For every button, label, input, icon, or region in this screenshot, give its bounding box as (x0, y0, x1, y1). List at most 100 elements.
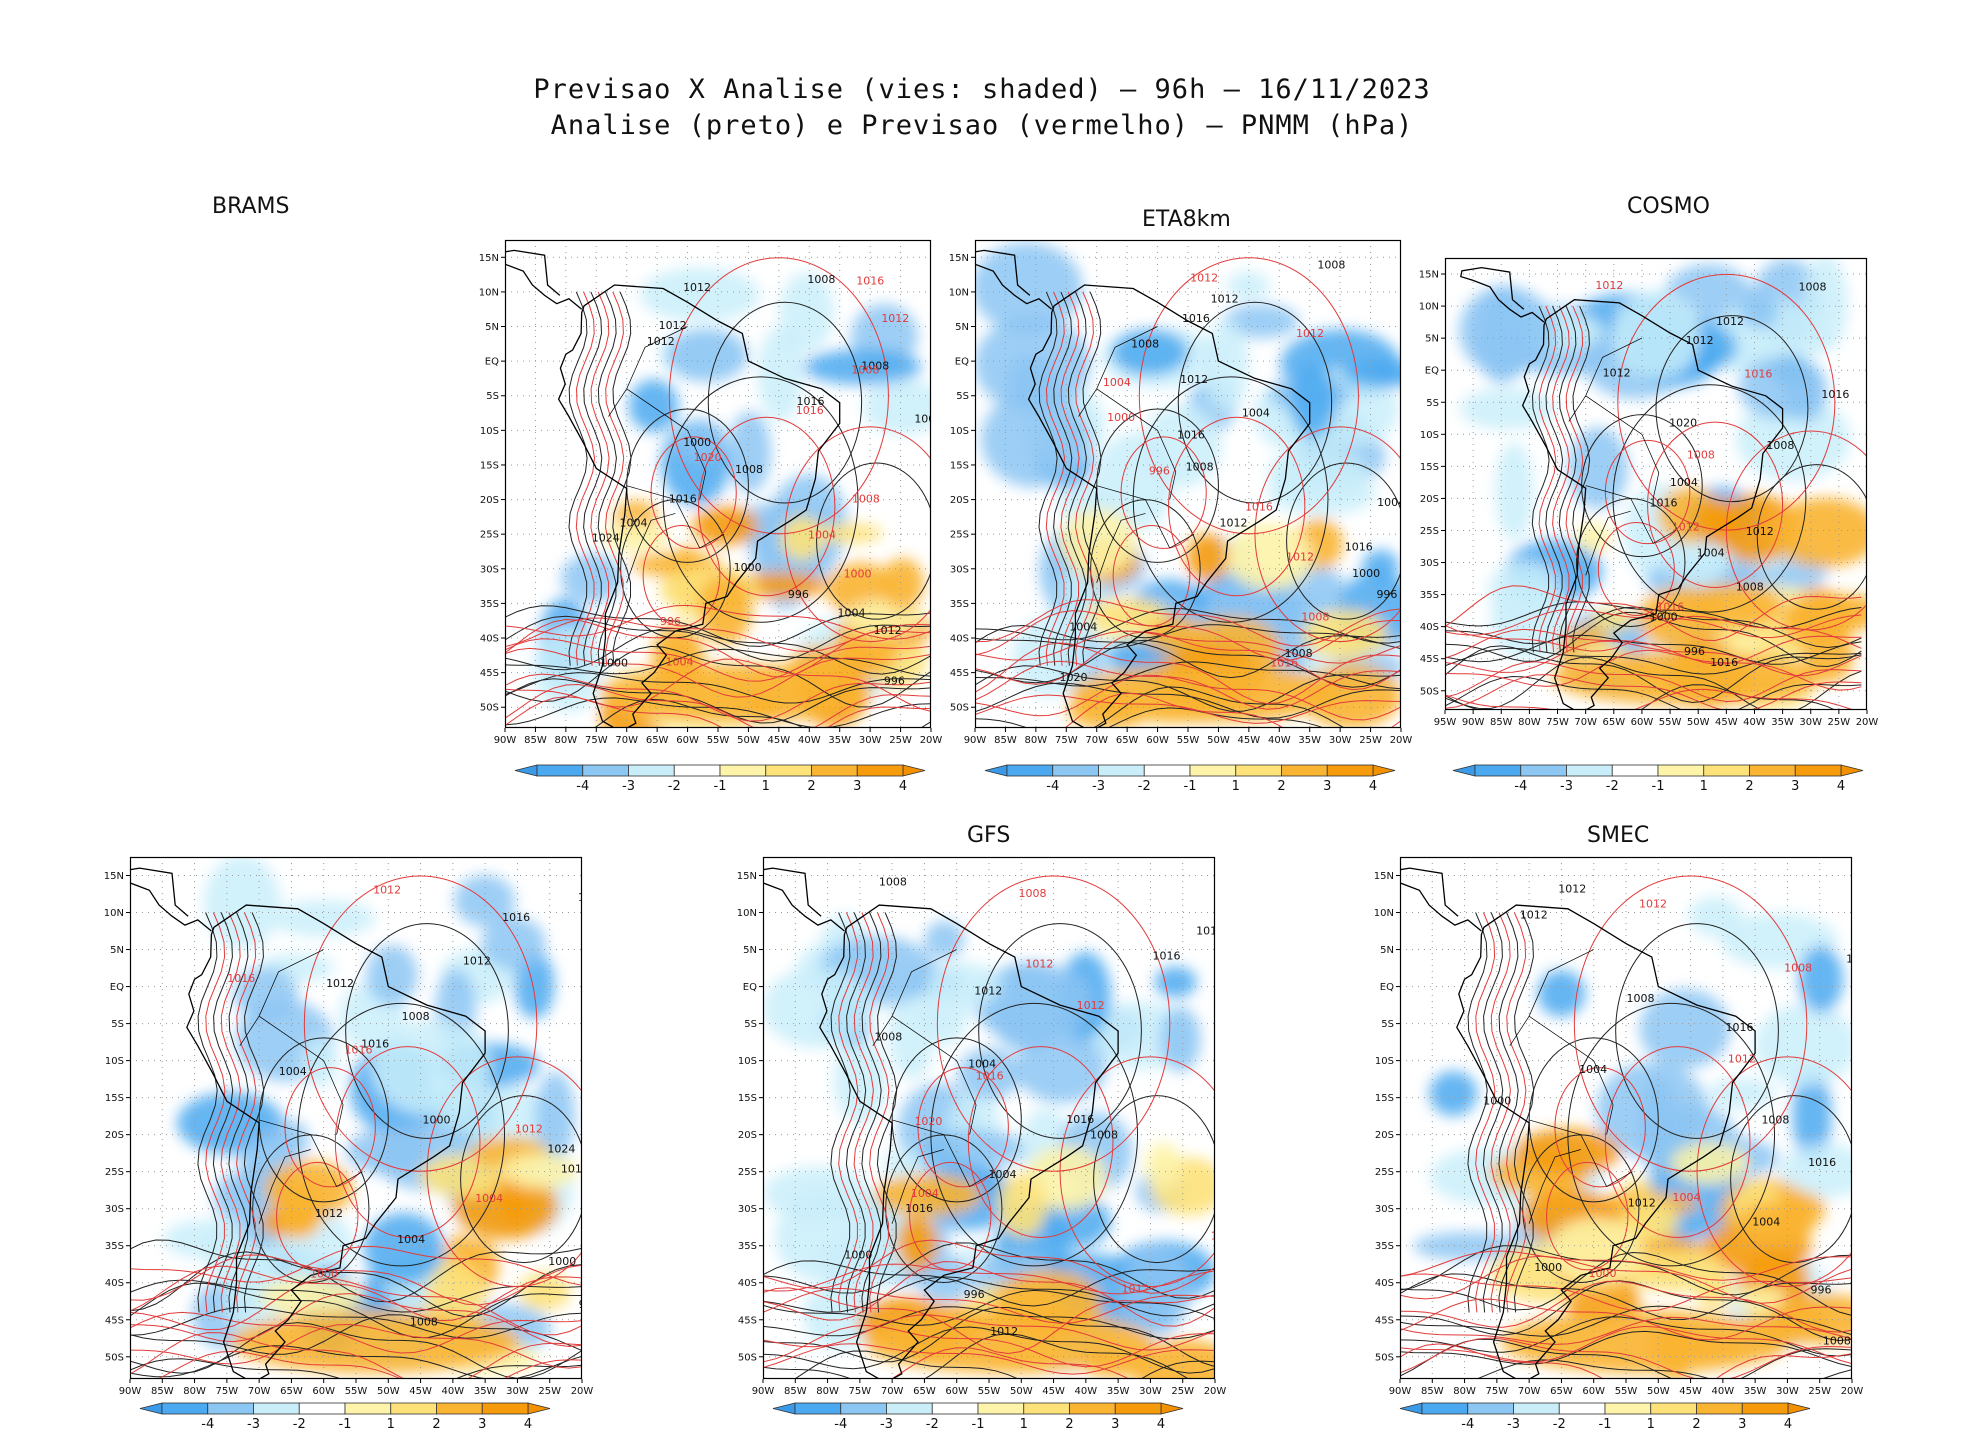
colorbar-swatch (344, 1402, 392, 1415)
lon-tick-label: 70W (1518, 1386, 1541, 1397)
isobar-label-analysis: 996 (1684, 645, 1705, 658)
isobar-label-analysis: 1012 (315, 1207, 343, 1220)
bias-blob-negative (883, 1149, 925, 1182)
colorbar-swatch (856, 764, 904, 777)
colorbar-swatch (765, 764, 812, 777)
lon-tick-label: 45W (1679, 1386, 1702, 1397)
lon-tick-label: 95W (1434, 717, 1457, 728)
colorbar-label: 2 (1277, 779, 1285, 794)
bias-blob-positive (1803, 627, 1854, 683)
isobar-label-forecast: 1012 (1296, 327, 1324, 340)
lon-tick-label: 40W (1712, 1386, 1735, 1397)
colorbar-swatch (811, 764, 858, 777)
map-frame (1444, 257, 1868, 711)
lat-tick-label: EQ (743, 982, 757, 993)
lon-tick-label: 60W (676, 735, 699, 746)
isobar-label-analysis: 1004 (1242, 406, 1270, 419)
isobar-label-analysis: 1012 (326, 977, 354, 990)
lon-tick-label: 85W (1490, 717, 1513, 728)
lon-tick-label: 30W (1329, 735, 1352, 746)
isobar-label-analysis: 996 (788, 588, 809, 601)
isobar-label-forecast: 1008 (1687, 449, 1715, 462)
colorbar-swatch (977, 1402, 1025, 1415)
lon-tick-label: 75W (1055, 735, 1078, 746)
colorbar-label: 4 (524, 1417, 532, 1432)
colorbar-label: 4 (1157, 1417, 1165, 1432)
lon-tick-label: 70W (1085, 735, 1108, 746)
isobar-label-forecast: 1016 (1270, 657, 1298, 670)
isobar-label-analysis: 1016 (1650, 496, 1678, 509)
figure-title-line-1: Previsao X Analise (vies: shaded) – 96h … (533, 74, 1431, 105)
lon-tick-label: 70W (881, 1386, 904, 1397)
lon-tick-label: 35W (1298, 735, 1321, 746)
map-panel-cosmo: 1008 1012 1012 1012 1016 1020 1008 1004 1016 1012… (1419, 257, 1878, 728)
isobar-label-analysis: 1012 (659, 319, 687, 332)
figure-title-line-2: Analise (preto) e Previsao (vermelho) – … (550, 110, 1414, 141)
lon-tick-label: 90W (119, 1386, 142, 1397)
lat-tick-label: 25S (1375, 1167, 1394, 1178)
colorbar-swatch (1703, 764, 1750, 777)
colorbar-swatch (840, 1402, 887, 1415)
colorbar-swatch (1650, 1402, 1697, 1415)
lon-tick-label: 55W (978, 1386, 1001, 1397)
isobar-label-forecast: 1004 (911, 1187, 939, 1200)
lat-tick-label: 30S (950, 564, 969, 575)
lon-tick-label: 55W (707, 735, 730, 746)
colorbar-gfs: -4 -3 -2 -1 1 2 3 4 (772, 1401, 1184, 1439)
lat-tick-label: 5N (485, 322, 499, 333)
isobar-label-forecast: 1004 (1673, 1191, 1701, 1204)
forecast-isobars (763, 875, 1215, 1379)
lon-tick-label: 85W (784, 1386, 807, 1397)
colorbar-left-arrow (514, 764, 538, 777)
bias-blob-negative (1362, 549, 1399, 581)
colorbar-svg: -4 -3 -2 -1 1 2 3 4 (514, 764, 926, 794)
central-america-outline (130, 867, 212, 932)
lon-tick-label: 25W (1359, 735, 1382, 746)
isobar-label-analysis: 1016 (1726, 1021, 1754, 1034)
lat-tick-label: 20S (1375, 1130, 1394, 1141)
lat-tick-label: 5S (744, 1019, 757, 1030)
coastline (130, 867, 486, 1379)
isobar-label-analysis: 1008 (1736, 581, 1764, 594)
isobar-label-analysis: 1016 (1808, 1156, 1836, 1169)
lon-tick-label: 30W (1799, 717, 1822, 728)
lon-tick-label: 60W (1582, 1386, 1605, 1397)
forecast-isobars (1400, 875, 1852, 1379)
bias-blob-positive (1694, 498, 1741, 544)
colorbar-label: -4 (834, 1417, 847, 1432)
bias-blob-negative (1154, 966, 1197, 998)
lat-tick-label: 10S (1375, 1056, 1394, 1067)
isobar-label-forecast: 1012 (373, 883, 401, 896)
country-borders (608, 326, 725, 583)
lat-tick-label: 10N (949, 287, 969, 298)
colorbar-swatch (1741, 1402, 1789, 1415)
colorbar-label: -2 (926, 1417, 939, 1432)
lon-tick-label: 75W (1546, 717, 1569, 728)
isobar-label-analysis: 1004 (1670, 476, 1698, 489)
analysis-isobars (505, 291, 931, 728)
bias-blob-positive (1770, 497, 1867, 568)
lat-tick-label: 35S (738, 1241, 757, 1252)
isobar-label-forecast: 1012 (881, 312, 909, 325)
map-svg: 1008 1016 1012 1012 1008 1016 1004 1000 1024 1016… (104, 856, 593, 1397)
colorbar-left-arrow (1399, 1402, 1423, 1415)
colorbar-left-arrow (772, 1402, 796, 1415)
colorbar-swatch (1023, 1402, 1070, 1415)
lat-tick-label: 45S (1375, 1315, 1394, 1326)
lat-tick-label: 5N (110, 945, 124, 956)
isobar-label-analysis: 1012 (990, 1325, 1018, 1338)
lon-tick-label: 40W (1075, 1386, 1098, 1397)
isobar-label-forecast: 1012 (1595, 279, 1623, 292)
colorbar-label: -3 (622, 779, 635, 794)
isobar-label-analysis: 1008 (578, 891, 606, 904)
forecast-isobars (975, 257, 1401, 728)
colorbar-label: -1 (339, 1417, 352, 1432)
colorbar-swatch (673, 764, 721, 777)
isobar-label-analysis: 1016 (1345, 541, 1373, 554)
lat-tick-label: 10S (1420, 430, 1439, 441)
colorbar-swatch (1657, 764, 1705, 777)
bias-blob-negative (560, 553, 623, 604)
bias-shading (1458, 258, 1867, 710)
isobar-label-analysis: 996 (1810, 1284, 1831, 1297)
lon-tick-label: 65W (280, 1386, 303, 1397)
